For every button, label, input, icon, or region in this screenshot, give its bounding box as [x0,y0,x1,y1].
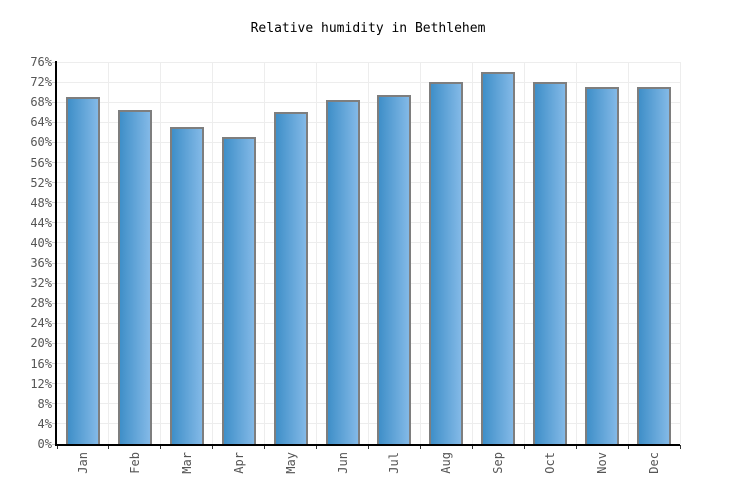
y-axis-tick [52,322,57,324]
x-tick-label: Feb [127,452,142,474]
bar-jun[interactable] [325,99,360,444]
y-tick-label: 32% [30,276,52,291]
x-axis-tick [264,445,266,449]
y-axis-tick [52,302,57,304]
y-tick-label: 12% [30,376,52,391]
x-tick-label: Jun [335,452,350,474]
bar-mar[interactable] [169,127,204,444]
y-axis-tick [52,383,57,385]
y-axis-tick [52,81,57,83]
gridline-vertical [264,62,266,444]
y-tick-label: 76% [30,55,52,69]
bar-may[interactable] [273,112,308,444]
y-tick-label: 8% [37,396,52,411]
y-axis-tick [52,202,57,204]
y-tick-label: 20% [30,336,52,351]
y-tick-label: 36% [30,256,52,271]
x-axis-tick [627,445,629,449]
y-axis-tick [52,443,57,445]
x-axis-tick [56,445,58,449]
x-tick-label: Jan [75,452,90,474]
y-axis-tick [52,101,57,103]
x-axis-tick [419,445,421,449]
gridline-vertical [108,62,110,444]
y-tick-label: 60% [30,135,52,150]
gridline-vertical [471,62,473,444]
y-axis-tick [52,182,57,184]
gridline-vertical [679,62,681,444]
x-axis-tick [471,445,473,449]
y-axis-tick [52,222,57,224]
y-axis-line [55,61,57,446]
y-tick-label: 56% [30,155,52,170]
x-axis-tick [523,445,525,449]
x-tick-label: Nov [595,452,610,474]
gridline-vertical [160,62,162,444]
y-tick-label: 16% [30,356,52,371]
y-tick-label: 0% [37,437,52,451]
y-axis-tick [52,403,57,405]
x-axis-tick [316,445,318,449]
gridline-vertical [419,62,421,444]
gridline-vertical [627,62,629,444]
bar-oct[interactable] [533,82,568,444]
bar-apr[interactable] [221,137,256,444]
y-tick-label: 40% [30,235,52,250]
x-axis-tick [575,445,577,449]
gridline-vertical [575,62,577,444]
bar-sep[interactable] [481,72,516,444]
x-tick-label: Mar [179,452,194,474]
y-axis-tick [52,423,57,425]
y-axis-tick [52,61,57,63]
x-axis-tick [368,445,369,449]
chart-title: Relative humidity in Bethlehem [250,21,486,36]
y-axis-tick [52,262,57,264]
y-axis-tick [52,162,57,164]
x-tick-label: Oct [543,452,558,474]
y-axis-tick [52,242,57,244]
y-tick-label: 44% [30,215,52,230]
bar-aug[interactable] [429,82,464,444]
y-axis-tick [52,121,57,123]
x-tick-label: Apr [231,452,246,474]
y-tick-label: 52% [30,175,52,190]
y-tick-label: 72% [30,75,52,90]
y-axis-tick [52,282,57,284]
bar-jan[interactable] [65,97,100,444]
x-axis-tick [108,445,110,449]
x-tick-label: Aug [439,452,454,474]
x-tick-label: Jul [387,452,402,474]
bar-jul[interactable] [377,94,412,444]
x-tick-label: Sep [491,452,506,474]
y-axis-tick [52,342,57,344]
y-tick-label: 28% [30,296,52,311]
gridline-vertical [212,62,214,444]
y-tick-label: 68% [30,95,52,110]
y-tick-label: 4% [37,416,52,431]
y-axis-tick [52,141,57,143]
y-axis-tick [52,363,57,365]
bar-feb[interactable] [117,109,152,444]
x-axis-tick [160,445,162,449]
bar-nov[interactable] [585,87,620,444]
gridline-vertical [523,62,525,444]
x-axis-line [55,444,680,446]
gridline-vertical [368,62,369,444]
x-axis-tick [212,445,214,449]
x-tick-label: Dec [647,452,662,474]
gridline-vertical [316,62,318,444]
x-tick-label: May [283,452,298,474]
y-tick-label: 24% [30,316,52,331]
x-axis-tick [679,445,681,449]
bar-dec[interactable] [637,87,672,444]
y-tick-label: 64% [30,115,52,130]
y-tick-label: 48% [30,195,52,210]
